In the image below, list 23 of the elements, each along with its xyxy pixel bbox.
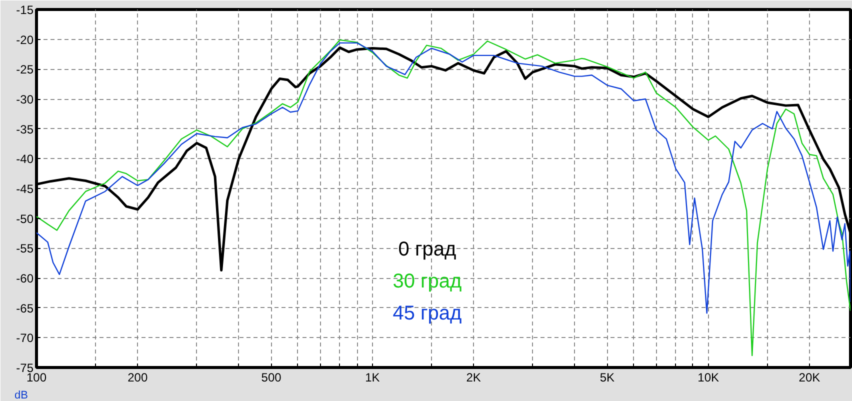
y-tick-label: -45 <box>16 182 34 196</box>
y-tick-label: -70 <box>16 331 34 346</box>
y-tick-label: -25 <box>16 62 34 77</box>
x-tick-label: 500 <box>261 370 282 384</box>
y-tick-label: -65 <box>16 301 34 316</box>
y-tick-label: -30 <box>16 92 34 106</box>
y-tick-label: -20 <box>16 32 34 47</box>
text: 0 град <box>398 238 456 260</box>
x-tick-label: 1K <box>365 370 380 384</box>
y-tick-label: -50 <box>16 212 34 226</box>
y-tick-label: -60 <box>16 272 34 286</box>
y-tick-label: -35 <box>16 122 34 136</box>
text: 30 град <box>392 270 462 292</box>
x-tick-label: 2K <box>466 370 481 384</box>
y-tick-label: -55 <box>16 242 34 256</box>
y-axis-title: dB <box>14 390 28 401</box>
x-tick-label: 20K <box>798 370 820 384</box>
x-tick-label: 5K <box>600 370 615 384</box>
y-tick-label: -15 <box>16 3 34 17</box>
x-tick-label: 200 <box>128 370 148 384</box>
text: 45 град <box>392 302 462 324</box>
y-tick-label: -40 <box>16 152 34 166</box>
x-tick-label: 10K <box>698 370 720 384</box>
